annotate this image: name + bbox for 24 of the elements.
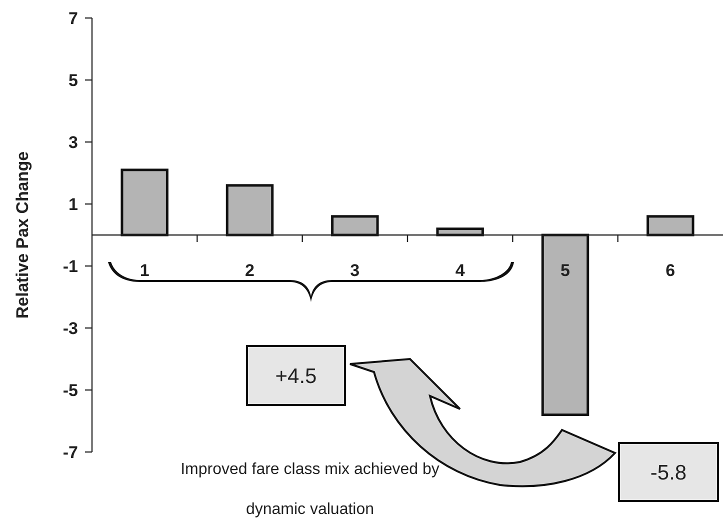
bar <box>120 168 168 236</box>
y-tick-label: -5 <box>62 380 78 400</box>
y-axis-title: Relative Pax Change <box>13 151 32 319</box>
x-tick-label: 6 <box>666 261 676 280</box>
y-tick-label: 1 <box>68 194 78 214</box>
annotation: +4.5 <box>275 364 317 388</box>
bar <box>541 234 590 416</box>
bar <box>436 228 484 236</box>
x-tick-label: 4 <box>455 261 466 280</box>
x-tick-label: 3 <box>350 261 360 280</box>
text: Improved fare class mix achieved by dynamic valuation <box>180 461 440 518</box>
y-tick-label: -3 <box>62 318 78 338</box>
bar <box>226 184 274 236</box>
y-tick-label: 5 <box>68 70 78 90</box>
bar <box>331 215 379 236</box>
y-tick-label: 3 <box>68 132 78 152</box>
text: -5.8 <box>650 461 687 484</box>
x-tick-label: 2 <box>245 261 254 280</box>
y-tick-label: -7 <box>62 442 78 462</box>
y-tick-label: -1 <box>62 256 78 276</box>
x-tick-label: 1 <box>140 261 150 280</box>
bar <box>646 215 694 236</box>
y-tick-label: 7 <box>68 8 78 28</box>
x-tick-label: 5 <box>560 261 570 280</box>
